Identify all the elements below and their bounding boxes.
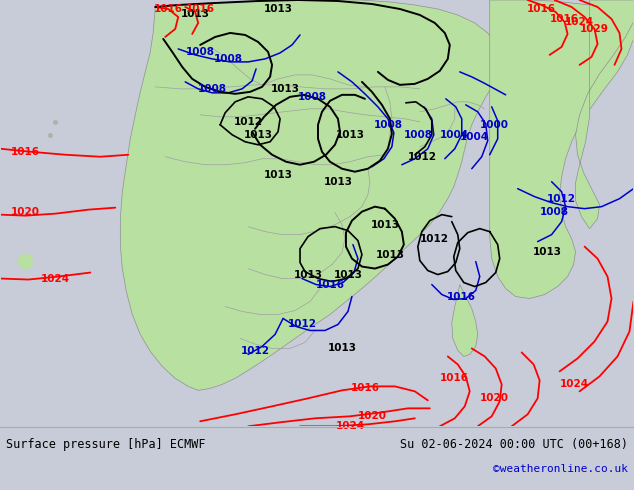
Text: 1016: 1016 <box>527 4 556 14</box>
Text: 1020: 1020 <box>11 207 40 217</box>
Text: 1016: 1016 <box>153 4 183 14</box>
Text: 1013: 1013 <box>370 220 399 230</box>
Text: 1013: 1013 <box>181 9 210 19</box>
Polygon shape <box>576 0 633 229</box>
Text: 1008: 1008 <box>540 207 569 217</box>
Text: 1012: 1012 <box>240 346 269 356</box>
Text: 1016: 1016 <box>550 14 579 24</box>
Polygon shape <box>452 285 478 356</box>
Text: 1013: 1013 <box>327 343 356 353</box>
Text: 1012: 1012 <box>547 194 576 204</box>
Text: 1024: 1024 <box>335 421 365 431</box>
Text: 1016: 1016 <box>11 147 40 157</box>
Text: 1012: 1012 <box>288 319 316 329</box>
Text: 1016: 1016 <box>316 279 344 290</box>
Text: 1013: 1013 <box>323 177 353 187</box>
Text: 1004: 1004 <box>460 132 489 142</box>
Text: 1029: 1029 <box>580 24 609 34</box>
Text: 1013: 1013 <box>264 4 292 14</box>
Text: Surface pressure [hPa] ECMWF: Surface pressure [hPa] ECMWF <box>6 438 205 451</box>
Text: 1024: 1024 <box>41 273 70 284</box>
Text: 1004: 1004 <box>440 130 469 140</box>
Text: 1008: 1008 <box>198 84 227 94</box>
Text: 1020: 1020 <box>358 411 386 421</box>
Circle shape <box>18 255 32 269</box>
Text: 1012: 1012 <box>420 234 450 244</box>
Text: 1000: 1000 <box>480 120 509 130</box>
Text: 1024: 1024 <box>565 17 594 27</box>
Text: 1016: 1016 <box>186 4 215 14</box>
Text: Su 02-06-2024 00:00 UTC (00+168): Su 02-06-2024 00:00 UTC (00+168) <box>400 438 628 451</box>
Text: 1013: 1013 <box>335 130 365 140</box>
Text: 1016: 1016 <box>440 373 469 383</box>
Text: 1016: 1016 <box>447 292 476 301</box>
Text: 1013: 1013 <box>264 170 292 180</box>
Text: 1008: 1008 <box>297 92 327 102</box>
Text: 1012: 1012 <box>233 117 262 127</box>
Polygon shape <box>120 0 500 391</box>
Text: ©weatheronline.co.uk: ©weatheronline.co.uk <box>493 464 628 474</box>
Text: 1013: 1013 <box>243 130 273 140</box>
Text: 1008: 1008 <box>373 120 403 130</box>
Text: 1016: 1016 <box>351 383 379 393</box>
Text: 1008: 1008 <box>403 130 432 140</box>
Text: 1012: 1012 <box>407 152 436 162</box>
Polygon shape <box>489 0 633 298</box>
Text: 1024: 1024 <box>560 379 589 390</box>
Text: 1013: 1013 <box>533 246 562 257</box>
Text: 1013: 1013 <box>294 270 323 280</box>
Text: 1013: 1013 <box>333 270 363 280</box>
Text: 1013: 1013 <box>271 84 299 94</box>
Text: 1020: 1020 <box>480 393 509 403</box>
Text: 1008: 1008 <box>214 54 243 64</box>
Text: 1013: 1013 <box>375 249 404 260</box>
Text: 1008: 1008 <box>186 47 215 57</box>
